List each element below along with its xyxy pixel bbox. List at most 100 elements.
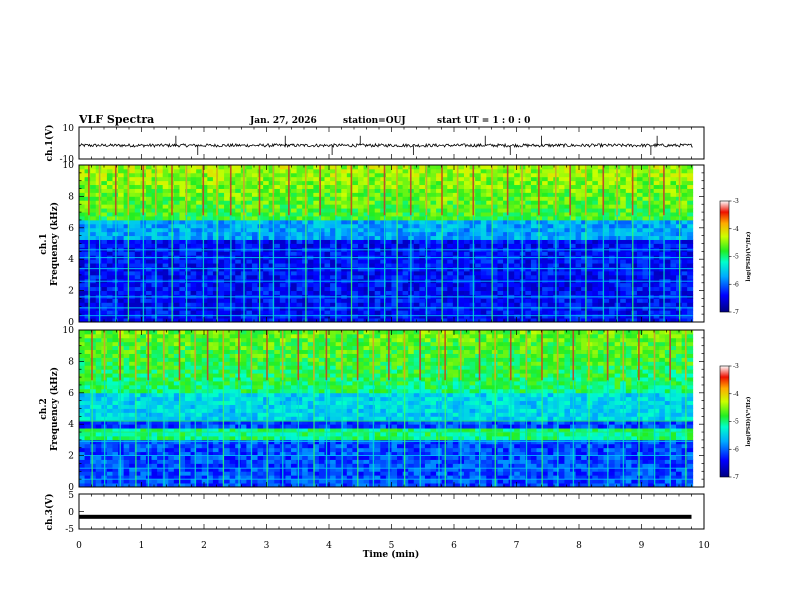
spec1-cell (458, 184, 465, 189)
spec1-cell (274, 306, 281, 311)
spec1-cell (101, 216, 108, 221)
spec1-cell (179, 314, 186, 319)
spec1-cell (592, 310, 599, 315)
spec2-cell (157, 483, 164, 488)
spec1-cell (631, 227, 638, 233)
spec1-cell (123, 227, 130, 233)
spec1-cell (586, 219, 593, 225)
spec1-cell (369, 204, 376, 209)
spec1-cell (123, 239, 130, 244)
spec1-cell (397, 212, 404, 217)
spec1-cell (514, 274, 521, 280)
spec1-cell (581, 306, 588, 311)
spec1-cell (341, 290, 348, 295)
spec1-cell (597, 188, 604, 193)
spec1-cell (279, 243, 286, 248)
spec1-cell (631, 168, 638, 174)
spec1-cell (291, 239, 297, 244)
spec1-cell (307, 223, 314, 229)
spec1-cell (185, 188, 191, 193)
spec1-cell (257, 219, 264, 225)
spec2-cell (257, 483, 264, 488)
spec1-cell (157, 263, 164, 268)
spec1-cell (84, 188, 91, 193)
spec1-cell (508, 239, 515, 244)
spec1-cell (570, 204, 576, 209)
spec1-cell (620, 168, 627, 174)
spec1-cell (636, 196, 643, 201)
spec1-cell (581, 274, 588, 280)
spec1-cell (201, 231, 208, 237)
spec1-cell (525, 270, 532, 276)
spec1-cell (179, 270, 186, 276)
spec1-cell (385, 196, 392, 201)
spec2-cell (452, 483, 459, 488)
spec1-cell (201, 223, 208, 229)
spec1-cell (145, 223, 152, 229)
spec1-cell (257, 176, 264, 182)
spec2-cell (553, 479, 560, 484)
spec1-cell (369, 227, 376, 233)
spec1-cell (123, 176, 130, 182)
spec1-cell (106, 212, 113, 217)
spec1-cell (558, 318, 565, 323)
spec1-cell (357, 314, 364, 319)
spec1-cell (570, 298, 576, 303)
spec1-cell (346, 243, 353, 248)
spec1-cell (168, 219, 175, 225)
spec1-cell (636, 168, 643, 174)
spec1-cell (659, 298, 666, 303)
spec1-cell (307, 235, 314, 240)
spec1-cell (341, 286, 348, 292)
spec1-cell (307, 208, 314, 213)
spec1-cell (313, 200, 320, 205)
spec1-cell (95, 298, 102, 303)
spec1-cell (185, 243, 191, 248)
spec1-cell (603, 263, 610, 268)
spec2-cell (84, 483, 91, 488)
spec1-cell (497, 188, 504, 193)
spec1-cell (374, 196, 381, 201)
spec1-cell (558, 200, 565, 205)
spec1-cell (185, 231, 191, 237)
spec1-cell (257, 243, 264, 248)
spec1-cell (134, 192, 141, 197)
spec1-cell (296, 176, 303, 182)
spec1-cell (190, 314, 197, 319)
spec1-cell (224, 212, 231, 217)
spec1-cell (185, 314, 191, 319)
spec1-cell (330, 165, 337, 170)
spec1-cell (369, 184, 376, 189)
spec1-cell (391, 286, 398, 292)
spec1-cell (101, 306, 108, 311)
spec1-cell (162, 239, 169, 244)
spec1-sferic-high (243, 165, 245, 216)
spec1-cell (307, 302, 314, 307)
spec1-cell (670, 318, 677, 323)
spec1-cell (185, 223, 191, 229)
spec1-cell (196, 286, 203, 292)
spec1-cell (313, 274, 320, 280)
spec1-cell (547, 239, 554, 244)
spec1-cell (670, 282, 677, 288)
spec2-cell (352, 479, 359, 484)
spec1-cell (151, 243, 158, 248)
spec1-cell (145, 251, 152, 256)
spec1-cell (374, 231, 381, 237)
spec1-cell (341, 192, 348, 197)
spec1-cell (106, 223, 113, 229)
spec1-cell (480, 302, 487, 307)
spec1-cell (648, 302, 655, 307)
spec1-cell (620, 188, 627, 193)
spec1-cell (469, 286, 476, 292)
spec1-cell (90, 176, 97, 182)
spec2-cell (274, 483, 281, 488)
spec1-cell (235, 306, 242, 311)
spec2-cell (352, 483, 359, 488)
spec1-cell (391, 310, 398, 315)
spec1-sferic-high (304, 165, 307, 216)
spec1-cell (352, 204, 359, 209)
spec1-cell (530, 184, 537, 189)
spec2-cell (240, 483, 247, 488)
spec1-cell (659, 302, 666, 307)
